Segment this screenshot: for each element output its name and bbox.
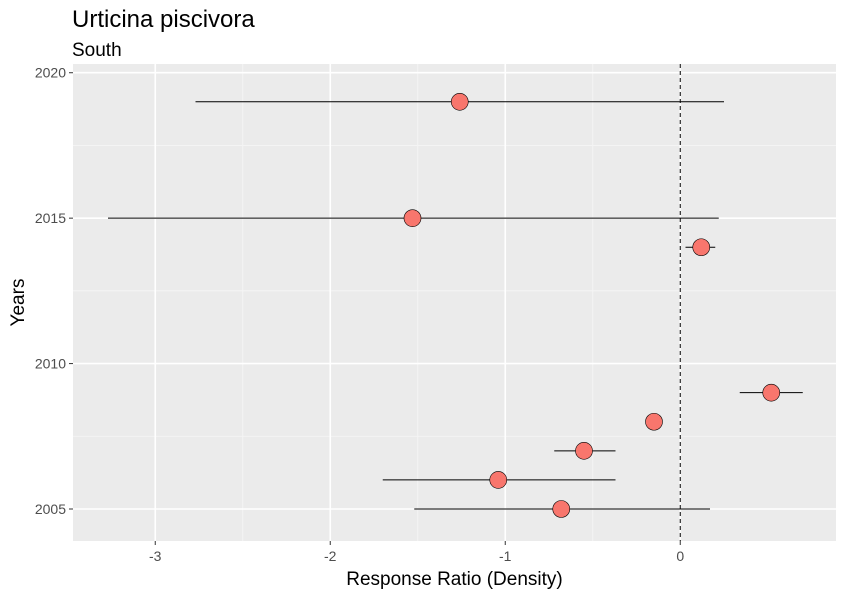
data-point: [762, 383, 781, 402]
x-tick-label: -1: [499, 548, 512, 564]
data-point: [575, 442, 593, 460]
data-point: [692, 238, 711, 257]
x-tick-label: -2: [324, 548, 337, 564]
x-axis-label: Response Ratio (Density): [346, 569, 562, 590]
data-point: [489, 471, 508, 489]
y-axis-ticks: 2005 2010 2015 2020: [35, 65, 73, 517]
data-points: [403, 93, 781, 518]
minor-gridlines: [73, 64, 836, 541]
y-tick-label: 2020: [35, 65, 66, 81]
data-point: [450, 93, 469, 111]
data-point: [645, 412, 663, 431]
plot-panel: [73, 64, 836, 541]
x-tick-label: 0: [676, 548, 684, 564]
y-tick-label: 2005: [35, 501, 66, 517]
data-point: [552, 500, 571, 518]
chart-title: Urticina piscivora: [72, 6, 255, 33]
data-point: [403, 209, 422, 227]
x-axis-ticks: -3 -2 -1 0: [149, 541, 684, 564]
x-tick-label: -3: [149, 548, 162, 564]
y-axis-label: Years: [8, 279, 29, 327]
y-tick-label: 2010: [35, 356, 66, 372]
chart-subtitle: South: [72, 40, 122, 61]
y-tick-label: 2015: [35, 210, 66, 226]
